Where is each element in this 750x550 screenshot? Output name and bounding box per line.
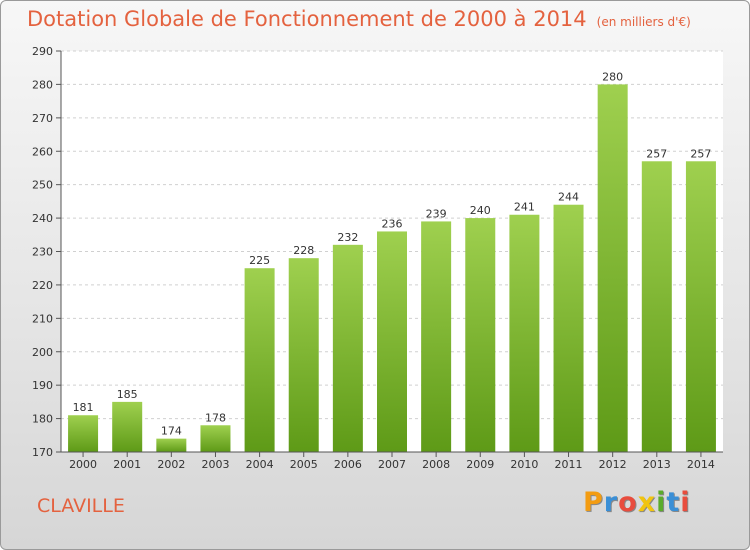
bar-2014 [685, 161, 716, 452]
bars: 181 185 174 178 225 228 232 236 239 240 241 244 280 2… [68, 70, 716, 453]
y-tick-label: 290 [32, 45, 53, 58]
bar-2002 [156, 438, 187, 452]
bar-2013 [641, 161, 672, 452]
data-label-2004: 225 [249, 254, 270, 267]
y-tick-label: 190 [32, 379, 53, 392]
data-label-2010: 241 [514, 201, 535, 214]
bar-2010 [509, 214, 540, 452]
data-label-2013: 257 [646, 147, 667, 160]
x-tick-label-2003: 2003 [201, 458, 229, 471]
x-tick-label-2009: 2009 [466, 458, 494, 471]
data-label-2011: 244 [558, 191, 579, 204]
data-label-2008: 239 [426, 207, 447, 220]
bar-2011 [553, 204, 584, 452]
data-label-2002: 174 [161, 425, 182, 438]
y-tick-label: 240 [32, 212, 53, 225]
logo-letter: o [618, 487, 638, 518]
data-label-2006: 232 [337, 231, 358, 244]
data-label-2001: 185 [117, 388, 138, 401]
x-tick-label-2005: 2005 [290, 458, 318, 471]
chart-title-text: Dotation Globale de Fonctionnement de 20… [27, 7, 587, 31]
bar-2007 [377, 231, 407, 452]
data-label-2012: 280 [602, 70, 623, 83]
bar-2003 [200, 425, 231, 452]
chart-subtitle: (en milliers d'€) [596, 15, 691, 29]
y-tick-label: 220 [32, 279, 53, 292]
y-tick-label: 180 [32, 413, 53, 426]
y-tick-label: 280 [32, 78, 53, 91]
x-tick-label-2001: 2001 [113, 458, 141, 471]
x-tick-label-2000: 2000 [69, 458, 97, 471]
bar-2005 [288, 258, 319, 452]
x-tick-label-2011: 2011 [555, 458, 583, 471]
x-tick-label-2007: 2007 [378, 458, 406, 471]
y-tick-label: 250 [32, 179, 53, 192]
commune-name: CLAVILLE [37, 495, 125, 517]
x-tick-label-2012: 2012 [599, 458, 627, 471]
bar-2008 [421, 221, 452, 452]
data-label-2003: 178 [205, 411, 226, 424]
bar-2009 [465, 218, 496, 452]
logo-letter: i [680, 487, 691, 518]
bar-2004 [244, 268, 275, 452]
x-tick-label-2002: 2002 [157, 458, 185, 471]
bar-2006 [332, 244, 363, 452]
x-tick-label-2010: 2010 [510, 458, 538, 471]
logo-letter: x [637, 487, 657, 518]
proxiti-logo: Proxiti [583, 487, 691, 518]
data-label-2005: 228 [293, 244, 314, 257]
x-tick-label-2013: 2013 [643, 458, 671, 471]
x-tick-label-2008: 2008 [422, 458, 450, 471]
y-tick-label: 210 [32, 312, 53, 325]
data-label-2014: 257 [690, 147, 711, 160]
y-tick-label: 260 [32, 145, 53, 158]
data-label-2009: 240 [470, 204, 491, 217]
bar-2000 [68, 415, 99, 452]
logo-letter: t [666, 487, 681, 518]
data-label-2000: 181 [73, 401, 94, 414]
x-tick-label-2014: 2014 [687, 458, 715, 471]
logo-letter: r [603, 487, 619, 518]
chart-title: Dotation Globale de Fonctionnement de 20… [27, 7, 691, 31]
logo-letter: P [583, 487, 604, 518]
logo-letter: i [656, 487, 667, 518]
y-tick-label: 230 [32, 246, 53, 259]
bar-2012 [597, 84, 628, 453]
x-tick-label-2004: 2004 [246, 458, 274, 471]
axes: 170 180 190 200 210 220 230 240 250 260 270 280 290 2… [32, 45, 723, 471]
y-tick-label: 270 [32, 112, 53, 125]
bar-2001 [112, 401, 143, 452]
y-tick-label: 170 [32, 446, 53, 459]
x-tick-label-2006: 2006 [334, 458, 362, 471]
data-label-2007: 236 [382, 217, 403, 230]
y-tick-label: 200 [32, 346, 53, 359]
